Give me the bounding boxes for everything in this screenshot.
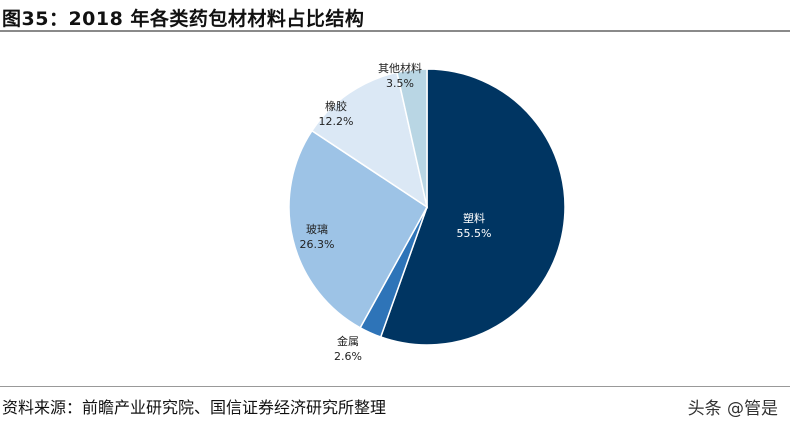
pie-slice-2 [288, 129, 428, 329]
chart-title: 图35：2018 年各类药包材材料占比结构 [2, 8, 365, 30]
slice-name-label: 橡胶 [325, 99, 347, 113]
slice-value-label: 3.5% [386, 77, 414, 90]
slice-value-label: 55.5% [457, 227, 492, 240]
pie-slice-4 [396, 68, 428, 208]
slice-value-label: 12.2% [319, 115, 354, 128]
source-divider [0, 386, 790, 387]
watermark: 头条 @管是 [687, 399, 778, 419]
source-note: 资料来源：前瞻产业研究院、国信证券经济研究所整理 [2, 398, 387, 417]
slice-value-label: 2.6% [334, 350, 362, 363]
slice-name-label: 金属 [337, 334, 359, 348]
pie-slice-3 [310, 71, 429, 209]
pie-slice-0 [379, 68, 566, 346]
slice-name-label: 玻璃 [306, 222, 328, 236]
title-divider [0, 30, 790, 32]
slice-value-label: 26.3% [300, 238, 335, 251]
slice-name-label: 其他材料 [378, 61, 422, 75]
slice-name-label: 塑料 [463, 211, 485, 225]
